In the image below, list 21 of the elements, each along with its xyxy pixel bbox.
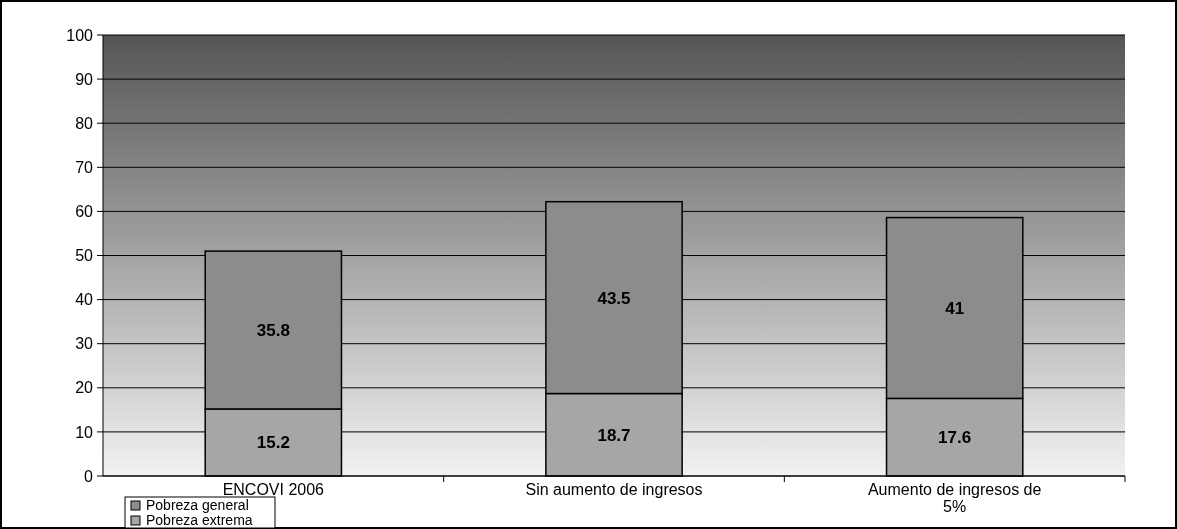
data-label: 35.8 <box>256 320 290 340</box>
y-tick-label: 30 <box>75 335 94 353</box>
y-tick-label: 90 <box>75 70 94 88</box>
y-tick-label: 0 <box>84 467 94 485</box>
y-tick-label: 50 <box>75 247 94 265</box>
data-label: 41 <box>945 298 965 318</box>
x-tick-label: ENCOVI 2006 <box>222 481 325 498</box>
data-label: 18.7 <box>597 425 631 445</box>
x-tick-label: Sin aumento de ingresos <box>525 481 703 498</box>
legend-label: Pobreza general <box>146 496 249 513</box>
y-tick-label: 60 <box>75 203 94 220</box>
y-tick-label: 40 <box>75 291 94 309</box>
y-tick-label: 70 <box>75 158 94 176</box>
data-label: 17.6 <box>938 428 972 448</box>
y-tick-label: 80 <box>75 114 94 132</box>
y-tick-label: 100 <box>66 26 94 44</box>
y-tick-label: 20 <box>75 379 94 397</box>
data-label: 15.2 <box>256 433 290 453</box>
y-tick-label: 10 <box>75 423 94 441</box>
x-tick-label: Aumento de ingresos de 5% <box>867 481 1042 515</box>
data-label: 43.5 <box>597 288 631 308</box>
